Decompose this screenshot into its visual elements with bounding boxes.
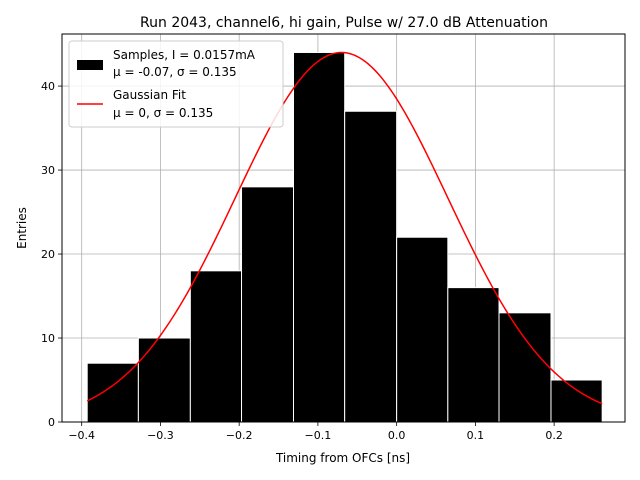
histogram-bar-6 bbox=[396, 236, 449, 423]
x-axis-ticks: −0.4 −0.3 −0.2 −0.1 0.0 0.1 0.2 bbox=[68, 422, 563, 442]
y-tick-label-0: 0 bbox=[48, 416, 55, 429]
legend-samples-label: Samples, I = 0.0157mA bbox=[113, 48, 256, 62]
y-tick-label-4: 40 bbox=[41, 80, 55, 93]
histogram-bar-7 bbox=[447, 287, 500, 423]
histogram-bar-3 bbox=[241, 186, 294, 423]
x-tick-label-3: −0.1 bbox=[305, 429, 332, 442]
x-tick-label-0: −0.4 bbox=[68, 429, 95, 442]
legend-samples-marker bbox=[77, 60, 103, 70]
legend-fit-label: Gaussian Fit bbox=[113, 88, 186, 102]
y-axis-label: Entries bbox=[15, 207, 29, 249]
legend: Samples, I = 0.0157mA μ = -0.07, σ = 0.1… bbox=[68, 40, 284, 128]
x-tick-label-6: 0.2 bbox=[545, 429, 563, 442]
x-axis-label: Timing from OFCs [ns] bbox=[275, 451, 410, 465]
y-tick-label-2: 20 bbox=[41, 248, 55, 261]
legend-fit-stats: μ = 0, σ = 0.135 bbox=[113, 106, 213, 120]
histogram-bar-9 bbox=[550, 379, 603, 423]
histogram-bar-5 bbox=[344, 110, 398, 423]
histogram-bar-1 bbox=[137, 337, 191, 423]
x-tick-label-2: −0.2 bbox=[226, 429, 253, 442]
y-axis-ticks: 0 10 20 30 40 bbox=[41, 80, 62, 429]
histogram-bar-8 bbox=[498, 312, 552, 423]
y-tick-label-1: 10 bbox=[41, 332, 55, 345]
histogram-bars bbox=[86, 51, 603, 423]
gaussian-fit bbox=[86, 51, 603, 405]
histogram-bar-0 bbox=[86, 362, 139, 423]
histogram-bar-4 bbox=[292, 51, 346, 423]
histogram-bar-2 bbox=[189, 270, 243, 423]
x-tick-label-4: 0.0 bbox=[388, 429, 406, 442]
fit-curve bbox=[86, 51, 603, 405]
x-tick-label-1: −0.3 bbox=[147, 429, 174, 442]
plot-area-frame bbox=[61, 33, 626, 423]
chart-title: Run 2043, channel6, hi gain, Pulse w/ 27… bbox=[140, 15, 548, 31]
y-tick-label-3: 30 bbox=[41, 164, 55, 177]
x-tick-label-5: 0.1 bbox=[467, 429, 485, 442]
legend-frame bbox=[68, 40, 284, 128]
legend-samples-stats: μ = -0.07, σ = 0.135 bbox=[113, 65, 237, 79]
